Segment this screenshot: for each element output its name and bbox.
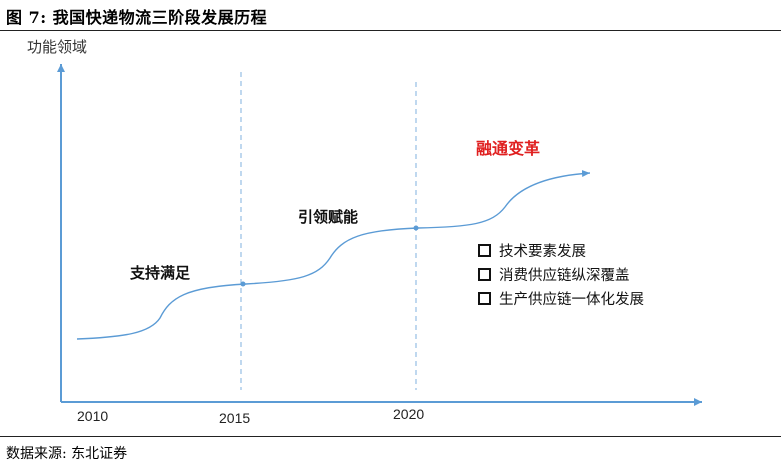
legend-item-label: 生产供应链一体化发展 (499, 291, 644, 308)
figure-title: 图 7: 我国快递物流三阶段发展历程 (6, 8, 268, 27)
legend-item: 生产供应链一体化发展 (478, 286, 644, 310)
tick-2015: 2015 (219, 410, 251, 426)
checkbox-icon (478, 243, 491, 257)
top-rule (0, 30, 781, 31)
development-curve (76, 170, 591, 340)
curve-point-2020 (413, 225, 419, 231)
y-axis-label: 功能领域 (27, 38, 88, 56)
source-note: 数据来源: 东北证券 (6, 446, 128, 462)
tick-2020: 2020 (393, 406, 425, 422)
legend-item: 消费供应链纵深覆盖 (478, 262, 644, 286)
checkbox-icon (478, 267, 491, 281)
stage-label-empower: 引领赋能 (298, 208, 359, 226)
checkbox-icon (478, 291, 491, 305)
tick-2010: 2010 (77, 408, 109, 424)
stage-label-transform: 融通变革 (476, 139, 541, 158)
curve-point-2015 (240, 281, 246, 287)
legend-item-label: 技术要素发展 (499, 243, 586, 260)
legend-item: 技术要素发展 (478, 238, 644, 262)
legend: 技术要素发展 消费供应链纵深覆盖 生产供应链一体化发展 (478, 238, 644, 310)
legend-item-label: 消费供应链纵深覆盖 (499, 267, 630, 284)
stage-label-support: 支持满足 (130, 264, 191, 282)
bottom-rule (0, 436, 781, 437)
